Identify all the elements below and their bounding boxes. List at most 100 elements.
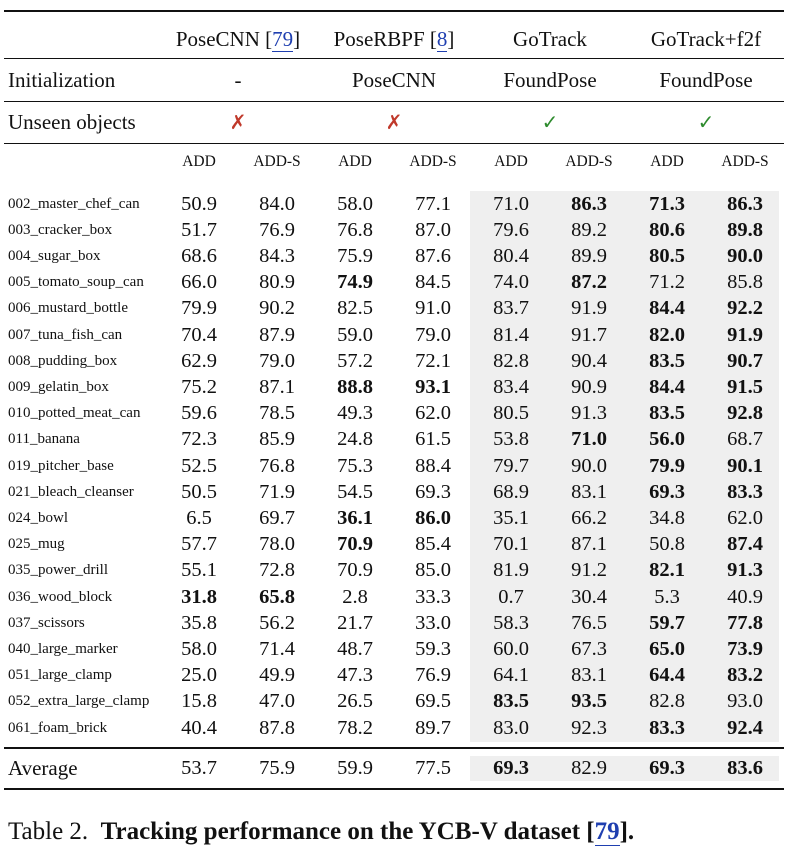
object-name: 051_large_clamp <box>8 667 112 684</box>
value-cell: 76.8 <box>259 454 295 477</box>
table-row: 025_mug 57.7 78.0 70.9 85.4 70.1 87.1 50.8 87.4 <box>4 532 784 558</box>
citation-link[interactable]: 79 <box>594 818 620 846</box>
value-cell: 50.8 <box>649 533 685 556</box>
value-cell: 58.3 <box>493 611 529 634</box>
value-cell: 79.9 <box>181 297 217 320</box>
value-cell: 31.8 <box>181 585 217 608</box>
metric-header: ADD <box>650 153 684 170</box>
value-cell: 73.9 <box>727 637 763 660</box>
metric-header: ADD <box>494 153 528 170</box>
table-row: 003_cracker_box 51.7 76.9 76.8 87.0 79.6 89.2 8… <box>4 217 784 243</box>
average-label: Average <box>8 756 78 780</box>
value-cell: 89.2 <box>571 218 607 241</box>
value-cell: 71.4 <box>259 637 295 660</box>
initialization-row: Initialization - PoseCNN FoundPose Found… <box>4 63 784 97</box>
value-cell: 79.9 <box>649 454 685 477</box>
object-name: 061_foam_brick <box>8 719 108 736</box>
object-name: 010_potted_meat_can <box>8 405 141 422</box>
value-cell: 90.2 <box>259 297 295 320</box>
init-value: FoundPose <box>503 67 597 92</box>
unseen-objects-label: Unseen objects <box>8 109 136 134</box>
init-value: FoundPose <box>659 67 753 92</box>
value-cell: 48.7 <box>337 637 373 660</box>
value-cell: 40.9 <box>727 585 763 608</box>
value-cell: 62.0 <box>727 506 763 529</box>
value-cell: 90.0 <box>727 244 763 267</box>
metric-header: ADD-S <box>253 153 301 170</box>
bottom-rule <box>4 788 784 790</box>
value-cell: 76.5 <box>571 611 607 634</box>
object-name: 011_banana <box>8 431 80 448</box>
value-cell: 47.3 <box>337 664 373 687</box>
value-cell: 86.0 <box>415 506 451 529</box>
metric-header: ADD <box>338 153 372 170</box>
value-cell: 57.2 <box>337 349 373 372</box>
table-row: 011_banana 72.3 85.9 24.8 61.5 53.8 71.0 56.0 68… <box>4 427 784 453</box>
object-name: 006_mustard_bottle <box>8 300 128 317</box>
object-name: 025_mug <box>8 536 65 553</box>
object-name: 021_bleach_cleanser <box>8 483 134 500</box>
check-icon: ✓ <box>541 111 559 134</box>
object-name: 035_power_drill <box>8 562 108 579</box>
value-cell: 90.1 <box>727 454 763 477</box>
value-cell: 71.3 <box>649 192 685 215</box>
value-cell: 78.2 <box>337 716 373 739</box>
average-value: 75.9 <box>259 757 295 779</box>
table-row: 035_power_drill 55.1 72.8 70.9 85.0 81.9 91.2 8… <box>4 558 784 584</box>
value-cell: 54.5 <box>337 480 373 503</box>
metric-header: ADD <box>182 153 216 170</box>
value-cell: 65.0 <box>649 637 685 660</box>
method-name: PoseCNN <box>175 26 266 51</box>
gotrack-shading <box>470 191 779 742</box>
value-cell: 91.0 <box>415 297 451 320</box>
value-cell: 91.9 <box>727 323 763 346</box>
table-row: 007_tuna_fish_can 70.4 87.9 59.0 79.0 81.4 91.… <box>4 322 784 348</box>
value-cell: 49.9 <box>259 664 295 687</box>
value-cell: 89.9 <box>571 244 607 267</box>
table-row: 002_master_chef_can 50.9 84.0 58.0 77.1 71.0 8… <box>4 191 784 217</box>
average-value: 53.7 <box>181 757 217 779</box>
value-cell: 82.1 <box>649 559 685 582</box>
citation-link[interactable]: 79 <box>272 26 294 52</box>
value-cell: 61.5 <box>415 428 451 451</box>
citation-link[interactable]: 8 <box>436 26 448 52</box>
table-row: 052_extra_large_clamp 15.8 47.0 26.5 69.5 83.… <box>4 689 784 715</box>
value-cell: 71.9 <box>259 480 295 503</box>
value-cell: 75.9 <box>337 244 373 267</box>
value-cell: 58.0 <box>181 637 217 660</box>
check-icon: ✓ <box>697 111 715 134</box>
value-cell: 62.0 <box>415 402 451 425</box>
value-cell: 79.0 <box>415 323 451 346</box>
init-value: PoseCNN <box>351 67 436 92</box>
table-row: 024_bowl 6.5 69.7 36.1 86.0 35.1 66.2 34.8 62.0 <box>4 505 784 531</box>
value-cell: 91.3 <box>727 559 763 582</box>
value-cell: 85.0 <box>415 559 451 582</box>
value-cell: 91.3 <box>571 402 607 425</box>
value-cell: 40.4 <box>181 716 217 739</box>
value-cell: 70.1 <box>493 533 529 556</box>
value-cell: 66.0 <box>181 271 217 294</box>
value-cell: 89.7 <box>415 716 451 739</box>
average-value: 59.9 <box>337 757 373 779</box>
value-cell: 91.9 <box>571 297 607 320</box>
value-cell: 69.5 <box>415 690 451 713</box>
table-row: 010_potted_meat_can 59.6 78.5 49.3 62.0 80.5 9… <box>4 401 784 427</box>
value-cell: 72.3 <box>181 428 217 451</box>
average-value: 69.3 <box>493 757 529 779</box>
value-cell: 71.0 <box>493 192 529 215</box>
value-cell: 47.0 <box>259 690 295 713</box>
value-cell: 92.4 <box>727 716 763 739</box>
value-cell: 93.0 <box>727 690 763 713</box>
value-cell: 88.8 <box>337 375 373 398</box>
table-row: 006_mustard_bottle 79.9 90.2 82.5 91.0 83.7 91… <box>4 296 784 322</box>
value-cell: 87.2 <box>571 271 607 294</box>
value-cell: 80.6 <box>649 218 685 241</box>
value-cell: 90.4 <box>571 349 607 372</box>
rule <box>4 58 784 59</box>
value-cell: 68.7 <box>727 428 763 451</box>
value-cell: 86.3 <box>727 192 763 215</box>
table-row: 021_bleach_cleanser 50.5 71.9 54.5 69.3 68.9 8… <box>4 479 784 505</box>
value-cell: 83.4 <box>493 375 529 398</box>
value-cell: 26.5 <box>337 690 373 713</box>
object-name: 037_scissors <box>8 614 85 631</box>
